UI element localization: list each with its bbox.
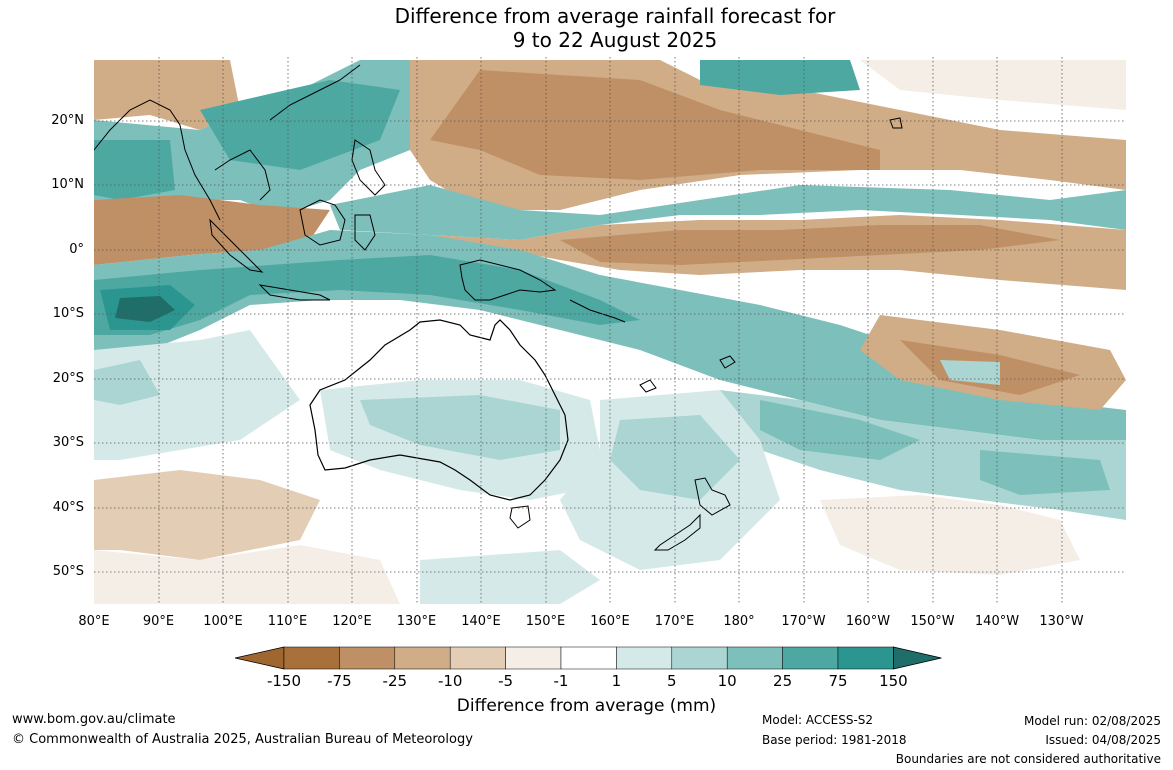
lon-tick-label: 120°E (332, 614, 372, 629)
lat-tick-label: 10°S (52, 306, 84, 321)
model-name: Model: ACCESS-S2 (762, 713, 874, 727)
colorbar-tick-label: -5 (498, 672, 514, 690)
lon-tick-label: 150°E (525, 614, 566, 629)
colorbar-segment (283, 646, 340, 670)
lat-tick-label: 20°S (52, 371, 84, 386)
colorbar-tick-label: 10 (717, 672, 737, 690)
map-title: Difference from average rainfall forecas… (0, 4, 1173, 52)
lon-tick-label: 100°E (203, 614, 243, 629)
lon-tick-label: 180° (723, 614, 755, 629)
colorbar-tick-label: 25 (773, 672, 793, 690)
colorbar-extend-high (893, 646, 942, 670)
colorbar-tick-label: -75 (327, 672, 352, 690)
colorbar-segment (339, 646, 396, 670)
colorbar-segment (505, 646, 562, 670)
colorbar-tick-label: -150 (266, 672, 302, 690)
lon-tick-label: 110°E (267, 614, 308, 629)
issued-date: Issued: 04/08/2025 (1045, 733, 1161, 747)
colorbar-extend-low (234, 646, 285, 670)
lat-tick-label: 40°S (52, 500, 84, 515)
copyright-text: © Commonwealth of Australia 2025, Austra… (12, 732, 473, 747)
lon-tick-label: 80°E (78, 614, 110, 629)
colorbar-segment (726, 646, 783, 670)
gridlines (94, 57, 1126, 604)
colorbar-segment (837, 646, 894, 670)
lon-tick-label: 170°W (781, 614, 826, 629)
lon-tick-label: 150°W (910, 614, 955, 629)
colorbar-title: Difference from average (mm) (456, 696, 717, 716)
title-line-2: 9 to 22 August 2025 (512, 28, 718, 52)
lon-tick-label: 160°E (590, 614, 630, 629)
colorbar-segment (782, 646, 839, 670)
colorbar-tick-label: 1 (611, 672, 622, 690)
website-link[interactable]: www.bom.gov.au/climate (12, 712, 176, 727)
model-run: Model run: 02/08/2025 (1023, 714, 1161, 728)
lon-tick-label: 170°E (654, 614, 695, 629)
colorbar-tick-label: 150 (879, 672, 908, 690)
lat-tick-label: 10°N (51, 177, 84, 192)
disclaimer: Boundaries are not considered authoritat… (895, 752, 1161, 766)
lon-tick-label: 130°E (396, 614, 437, 629)
lon-tick-label: 140°E (461, 614, 501, 629)
colorbar-segment (394, 646, 451, 670)
colorbar-tick-label: 5 (667, 672, 677, 690)
colorbar-tick-label: -1 (553, 672, 569, 690)
colorbar-segment (560, 646, 617, 670)
lon-tick-label: 160°W (845, 614, 891, 629)
colorbar-tick-label: -25 (382, 672, 408, 690)
colorbar-segment (616, 646, 673, 670)
colorbar (234, 646, 942, 670)
base-period: Base period: 1981-2018 (762, 733, 907, 747)
lon-tick-label: 90°E (142, 614, 175, 629)
lon-tick-label: 140°W (974, 614, 1020, 629)
lat-tick-label: 0° (69, 242, 84, 257)
lat-tick-label: 20°N (51, 113, 84, 128)
lon-tick-label: 130°W (1039, 614, 1084, 629)
colorbar-tick-label: 75 (828, 672, 848, 690)
lat-tick-label: 30°S (52, 435, 84, 450)
colorbar-segment (671, 646, 728, 670)
colorbar-tick-label: -10 (437, 672, 463, 690)
lat-tick-label: 50°S (52, 564, 84, 579)
title-line-1: Difference from average rainfall forecas… (394, 4, 836, 28)
colorbar-segment (449, 646, 506, 670)
